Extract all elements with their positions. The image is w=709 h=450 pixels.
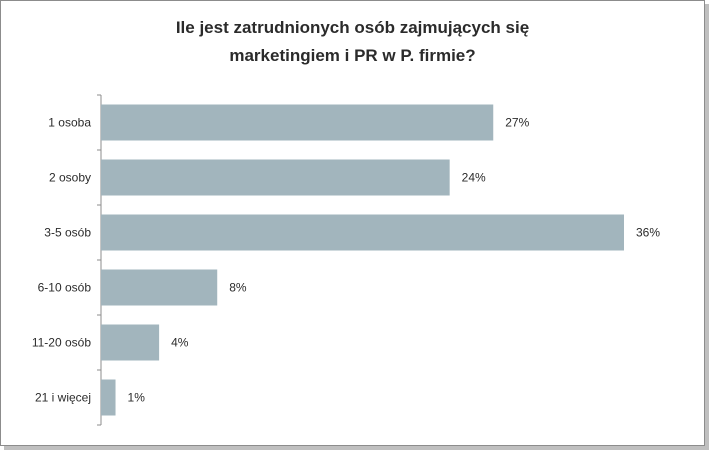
bar-2 bbox=[101, 159, 450, 196]
frame-shadow-right bbox=[705, 4, 709, 450]
frame-shadow-bottom bbox=[4, 446, 709, 450]
chart-title-line-1: Ile jest zatrudnionych osób zajmujących … bbox=[175, 18, 530, 37]
category-label: 2 osoby bbox=[49, 171, 91, 185]
bar-5 bbox=[101, 324, 160, 361]
category-label: 1 osoba bbox=[48, 116, 91, 130]
category-label: 3-5 osób bbox=[44, 226, 91, 240]
chart-title-line-2: marketingiem i PR w P. firmie? bbox=[229, 46, 476, 65]
bar-6 bbox=[101, 379, 116, 416]
data-label: 24% bbox=[462, 171, 486, 185]
category-label: 21 i więcej bbox=[35, 391, 91, 405]
bar-1 bbox=[101, 104, 494, 141]
bar-3 bbox=[101, 214, 624, 251]
category-label: 6-10 osób bbox=[38, 281, 92, 295]
data-label: 27% bbox=[505, 116, 529, 130]
data-label: 1% bbox=[128, 391, 146, 405]
category-label: 11-20 osób bbox=[32, 336, 91, 350]
chart-title: Ile jest zatrudnionych osób zajmujących … bbox=[0, 14, 705, 70]
data-label: 4% bbox=[171, 336, 189, 350]
bar-4 bbox=[101, 269, 218, 306]
data-label: 36% bbox=[636, 226, 660, 240]
data-label: 8% bbox=[229, 281, 247, 295]
